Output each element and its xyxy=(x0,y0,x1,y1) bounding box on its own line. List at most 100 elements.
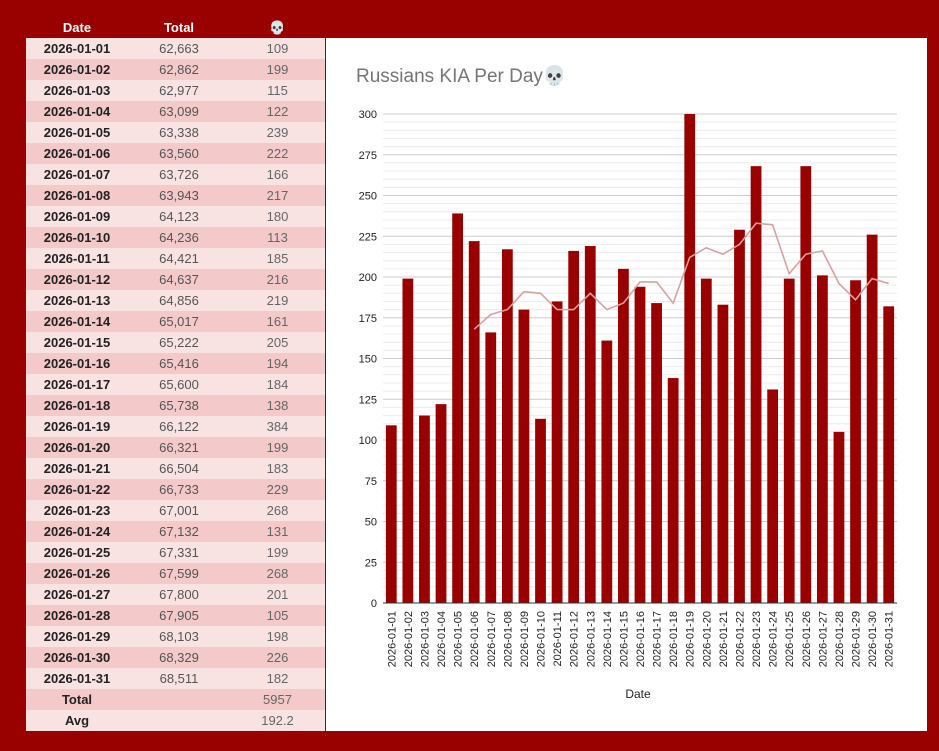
x-tick-label: 2026-01-13 xyxy=(585,611,597,667)
cell-date: 2026-01-06 xyxy=(43,146,111,161)
table-row: 2026-01-11 64,421 185 xyxy=(26,248,325,269)
bar xyxy=(452,213,464,603)
cell-date: 2026-01-16 xyxy=(43,356,111,371)
cell-kia: 161 xyxy=(266,314,289,329)
cell-total: 67,132 xyxy=(159,524,199,539)
cell-date: 2026-01-27 xyxy=(43,587,111,602)
cell-total: 62,862 xyxy=(159,62,199,77)
cell-kia: 183 xyxy=(266,461,289,476)
x-tick-label: 2026-01-31 xyxy=(884,611,896,667)
table-header: Date Total 💀 xyxy=(26,17,325,38)
y-tick-label: 200 xyxy=(359,272,377,284)
x-tick-label: 2026-01-04 xyxy=(436,611,448,667)
cell-total: 68,329 xyxy=(159,650,199,665)
y-tick-label: 275 xyxy=(359,150,377,162)
bar xyxy=(717,304,729,603)
table-row: 2026-01-29 68,103 198 xyxy=(26,626,325,647)
cell-total: 67,905 xyxy=(159,608,199,623)
x-tick-label: 2026-01-21 xyxy=(718,611,730,667)
summary-spacer xyxy=(128,689,230,710)
cell-kia: 131 xyxy=(266,524,289,539)
cell-kia: 199 xyxy=(266,545,289,560)
y-tick-label: 175 xyxy=(359,313,377,325)
cell-kia: 217 xyxy=(266,188,289,203)
table-row: 2026-01-05 63,338 239 xyxy=(26,122,325,143)
bar xyxy=(634,286,646,603)
cell-date: 2026-01-11 xyxy=(44,251,110,266)
cell-total: 65,416 xyxy=(159,356,199,371)
cell-total: 64,421 xyxy=(159,251,199,266)
x-tick-label: 2026-01-30 xyxy=(867,611,879,667)
cell-total: 62,977 xyxy=(159,83,199,98)
cell-kia: 239 xyxy=(266,125,289,140)
cell-date: 2026-01-10 xyxy=(43,230,111,245)
table-row: 2026-01-04 63,099 122 xyxy=(26,101,325,122)
table-summary: Total 5957 Avg 192.2 xyxy=(26,689,325,731)
cell-date: 2026-01-01 xyxy=(43,41,111,56)
x-tick-label: 2026-01-15 xyxy=(618,611,630,667)
x-tick-label: 2026-01-27 xyxy=(817,611,829,667)
cell-total: 64,236 xyxy=(159,230,199,245)
summary-total-value: 5957 xyxy=(263,692,292,707)
y-tick-label: 225 xyxy=(359,231,377,243)
cell-date: 2026-01-07 xyxy=(43,167,111,182)
bar xyxy=(419,415,430,603)
cell-kia: 180 xyxy=(266,209,289,224)
x-tick-label: 2026-01-08 xyxy=(502,611,514,667)
summary-spacer xyxy=(128,710,230,731)
chart-title: Russians KIA Per Day💀 xyxy=(356,66,567,87)
table-row: 2026-01-30 68,329 226 xyxy=(26,647,325,668)
cell-date: 2026-01-15 xyxy=(43,335,111,350)
table-row: 2026-01-22 66,733 229 xyxy=(26,479,325,500)
cell-date: 2026-01-14 xyxy=(43,314,111,329)
x-tick-label: 2026-01-12 xyxy=(569,611,581,667)
cell-kia: 199 xyxy=(266,440,289,455)
cell-total: 64,637 xyxy=(159,272,199,287)
table-body: 2026-01-01 62,663 109 2026-01-02 62,862 199 20… xyxy=(26,38,325,689)
x-tick-label: 2026-01-23 xyxy=(751,611,763,667)
table-row: 2026-01-19 66,122 384 xyxy=(26,416,325,437)
kia-table: Date Total 💀 2026-01-01 62,663 109 2026-01-… xyxy=(26,17,325,731)
cell-date: 2026-01-24 xyxy=(43,524,111,539)
x-tick-label: 2026-01-07 xyxy=(486,611,498,667)
x-tick-label: 2026-01-10 xyxy=(536,611,548,667)
cell-date: 2026-01-30 xyxy=(43,650,111,665)
table-row: 2026-01-14 65,017 161 xyxy=(26,311,325,332)
cell-total: 65,738 xyxy=(159,398,199,413)
x-tick-label: 2026-01-02 xyxy=(403,611,415,667)
cell-kia: 109 xyxy=(266,41,289,56)
cell-date: 2026-01-03 xyxy=(43,83,111,98)
bar xyxy=(767,389,779,603)
bar xyxy=(518,309,530,603)
cell-date: 2026-01-21 xyxy=(43,461,111,476)
header-skull-icon: 💀 xyxy=(269,20,286,35)
cell-total: 66,733 xyxy=(159,482,199,497)
cell-kia: 268 xyxy=(266,566,289,581)
cell-date: 2026-01-12 xyxy=(43,272,111,287)
cell-total: 68,511 xyxy=(159,671,199,686)
cell-kia: 205 xyxy=(266,335,289,350)
x-tick-label: 2026-01-22 xyxy=(734,611,746,667)
cell-date: 2026-01-02 xyxy=(43,62,111,77)
cell-date: 2026-01-29 xyxy=(43,629,111,644)
table-row: 2026-01-31 68,511 182 xyxy=(26,668,325,689)
header-date: Date xyxy=(62,20,92,35)
cell-total: 67,800 xyxy=(159,587,199,602)
cell-kia: 115 xyxy=(267,83,288,98)
bar xyxy=(833,431,845,603)
cell-kia: 113 xyxy=(267,230,288,245)
cell-total: 63,943 xyxy=(159,188,199,203)
y-tick-label: 75 xyxy=(365,476,377,488)
bar xyxy=(866,234,878,603)
table-row: 2026-01-12 64,637 216 xyxy=(26,269,325,290)
cell-date: 2026-01-13 xyxy=(43,293,111,308)
cell-date: 2026-01-22 xyxy=(43,482,111,497)
cell-date: 2026-01-05 xyxy=(43,125,111,140)
y-tick-label: 25 xyxy=(365,557,377,569)
y-tick-label: 150 xyxy=(359,354,377,366)
x-tick-label: 2026-01-25 xyxy=(784,611,796,667)
trend-line xyxy=(473,222,889,330)
x-axis-title: Date xyxy=(625,687,651,701)
cell-total: 67,331 xyxy=(159,545,199,560)
bar xyxy=(734,229,745,604)
